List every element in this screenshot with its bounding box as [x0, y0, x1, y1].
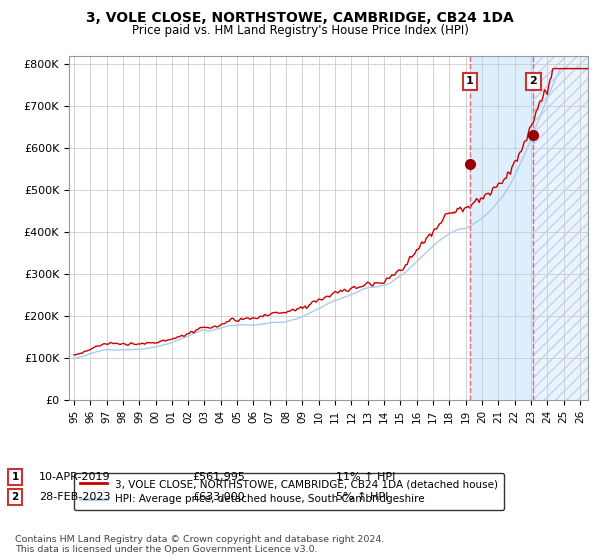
- Text: 10-APR-2019: 10-APR-2019: [39, 472, 110, 482]
- Text: 1: 1: [466, 76, 474, 86]
- Text: 3, VOLE CLOSE, NORTHSTOWE, CAMBRIDGE, CB24 1DA: 3, VOLE CLOSE, NORTHSTOWE, CAMBRIDGE, CB…: [86, 11, 514, 25]
- Bar: [470, 56, 533, 400]
- Text: £561,995: £561,995: [192, 472, 245, 482]
- Legend: 3, VOLE CLOSE, NORTHSTOWE, CAMBRIDGE, CB24 1DA (detached house), HPI: Average pr: 3, VOLE CLOSE, NORTHSTOWE, CAMBRIDGE, CB…: [74, 473, 504, 511]
- Text: 5% ↑ HPI: 5% ↑ HPI: [336, 492, 388, 502]
- Text: £633,000: £633,000: [192, 492, 245, 502]
- Text: 11% ↑ HPI: 11% ↑ HPI: [336, 472, 395, 482]
- Text: Price paid vs. HM Land Registry's House Price Index (HPI): Price paid vs. HM Land Registry's House …: [131, 24, 469, 36]
- Text: 2: 2: [11, 492, 19, 502]
- Text: 1: 1: [11, 472, 19, 482]
- Text: 28-FEB-2023: 28-FEB-2023: [39, 492, 110, 502]
- Text: Contains HM Land Registry data © Crown copyright and database right 2024.
This d: Contains HM Land Registry data © Crown c…: [15, 535, 385, 554]
- Bar: [533, 56, 588, 400]
- Text: 2: 2: [530, 76, 538, 86]
